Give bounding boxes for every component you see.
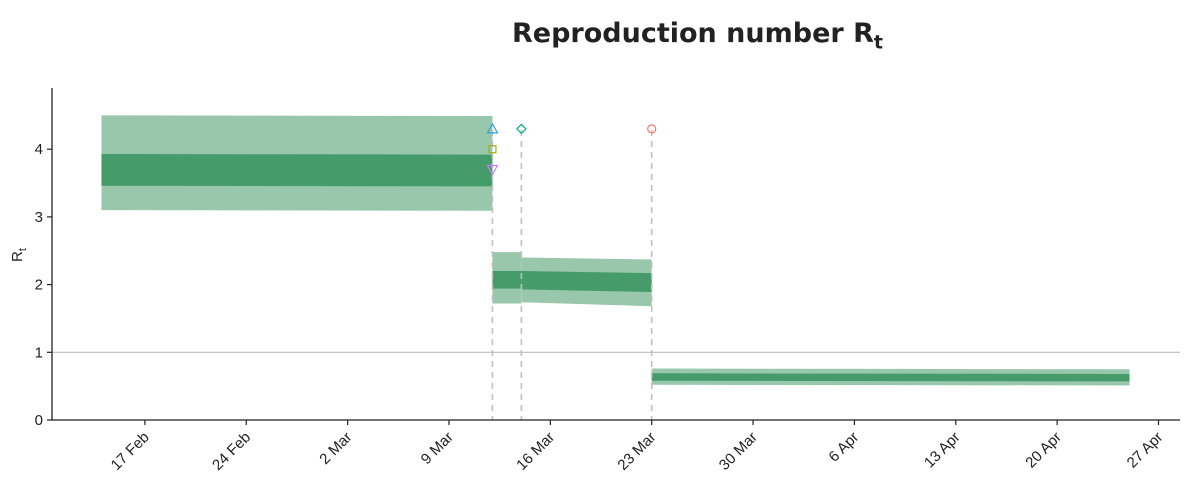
x-tick-label-1: 17 Feb xyxy=(108,429,153,474)
marker-circle-5 xyxy=(647,124,657,134)
x-tick-label-9: 13 Apr xyxy=(921,429,964,472)
marker-diamond-4 xyxy=(516,123,527,135)
inner-band-1 xyxy=(101,153,493,187)
inner-band-4 xyxy=(651,373,1130,382)
y-tick-label-2: 2 xyxy=(35,277,43,294)
y-tick-label-4: 4 xyxy=(35,141,43,158)
y-tick-label-1: 1 xyxy=(35,344,43,361)
y-axis-title: Rt xyxy=(9,248,29,262)
inner-band-2 xyxy=(492,271,522,289)
x-tick-label-7: 30 Mar xyxy=(716,429,761,474)
marker-triangle-down-3 xyxy=(486,164,499,176)
x-tick-label-4: 9 Mar xyxy=(418,429,457,468)
chart-title: Reproduction number Rt xyxy=(512,18,883,54)
bands-layer xyxy=(101,115,1130,386)
x-tick-label-8: 6 Apr xyxy=(825,429,862,466)
x-tick-label-11: 27 Apr xyxy=(1124,429,1167,472)
x-tick-label-3: 2 Mar xyxy=(316,429,355,468)
y-tick-label-0: 0 xyxy=(35,412,43,429)
y-tick-label-3: 3 xyxy=(35,209,43,226)
x-tick-label-6: 23 Mar xyxy=(614,429,659,474)
marker-square-2 xyxy=(488,145,497,154)
x-tick-label-10: 20 Apr xyxy=(1022,429,1065,472)
inner-band-3 xyxy=(521,271,652,293)
intervention-lines-layer xyxy=(491,130,653,420)
marker-triangle-up-1 xyxy=(486,122,499,134)
x-tick-label-5: 16 Mar xyxy=(513,429,558,474)
markers-layer xyxy=(486,122,657,176)
x-tick-label-2: 24 Feb xyxy=(209,429,254,474)
